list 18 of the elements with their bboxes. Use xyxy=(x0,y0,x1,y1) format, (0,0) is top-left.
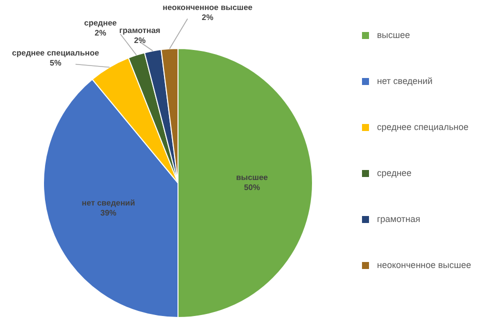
legend-label: нет сведений xyxy=(377,76,433,86)
slice-label: грамотная xyxy=(119,26,161,36)
slice-label: нет сведений xyxy=(82,198,136,208)
legend-label: грамотная xyxy=(377,214,420,224)
slice-label: среднее специальное xyxy=(12,48,100,58)
legend-label: среднее xyxy=(377,168,412,178)
slice-label: среднее xyxy=(84,18,118,28)
data-label: 2% xyxy=(134,36,146,46)
slice-label: высшее xyxy=(236,173,268,182)
data-label: 2% xyxy=(94,28,106,38)
legend-label: неоконченное высшее xyxy=(377,260,472,270)
data-label: 39% xyxy=(100,208,116,218)
legend-label: высшее xyxy=(377,30,410,40)
slice-label: неоконченное высшее xyxy=(162,2,254,12)
data-label: 5% xyxy=(50,58,62,68)
data-label: 2% xyxy=(202,12,214,22)
data-label: 50% xyxy=(244,183,260,192)
legend-label: среднее специальное xyxy=(377,122,469,132)
